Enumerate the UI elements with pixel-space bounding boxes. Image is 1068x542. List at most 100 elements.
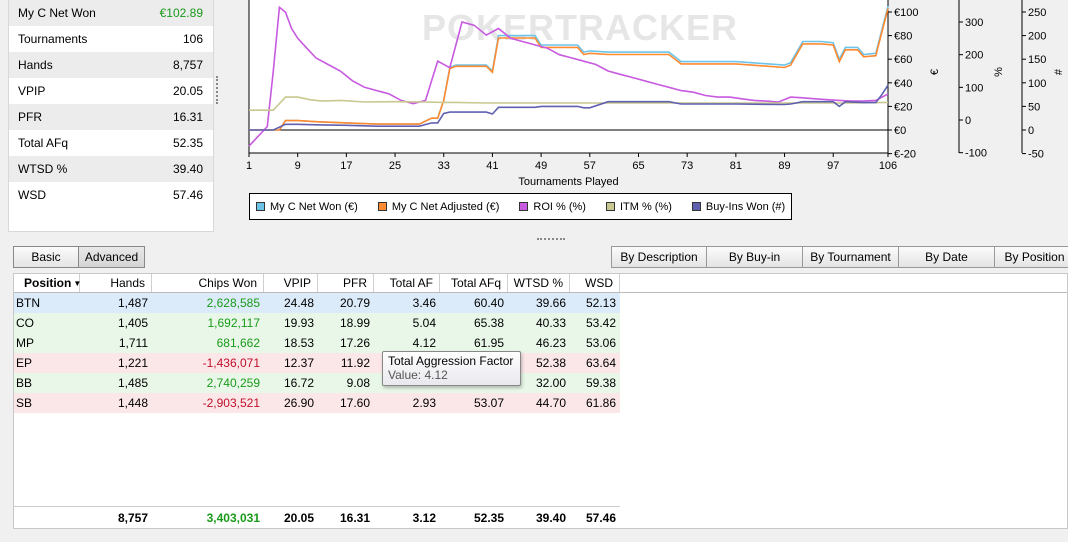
table-cell: 12.37	[283, 356, 314, 370]
total-cell: 20.05	[283, 510, 314, 525]
euro-axis-title: €	[929, 69, 941, 75]
table-cell: 1,405	[117, 316, 148, 330]
table-header: Position ▼ Hands Chips Won VPIP PFR Total AF To…	[14, 274, 1067, 293]
column-header[interactable]: Total AFq	[440, 274, 508, 292]
euro-tick-label: €40	[894, 78, 912, 90]
table-cell: 17.26	[339, 336, 370, 350]
column-header-label: Chips Won	[198, 276, 257, 290]
table-cell: 26.90	[283, 396, 314, 410]
column-header-label: WSD	[585, 276, 613, 290]
tooltip-value: Value: 4.12	[388, 368, 448, 382]
x-tick-label: 41	[486, 160, 498, 172]
pct-tick-label: 0	[965, 115, 971, 127]
x-tick-label: 17	[340, 160, 352, 172]
stat-row: Tournaments 106	[9, 26, 213, 52]
x-tick-label: 106	[879, 160, 897, 172]
stat-value: 57.46	[172, 188, 203, 202]
table-cell: 40.33	[535, 316, 566, 330]
legend-item[interactable]: ROI % (%)	[519, 201, 586, 213]
vertical-splitter-grip[interactable]	[216, 76, 218, 104]
column-header[interactable]: WSD	[570, 274, 620, 292]
euro-tick-label: €-20	[894, 149, 916, 161]
legend-swatch	[256, 202, 265, 211]
table-cell: 4.12	[412, 336, 436, 350]
summary-stats-panel: My C Net Won €102.89 Tournaments 106 Hands 8,…	[8, 0, 214, 232]
pct-tick-label: -100	[965, 148, 987, 160]
stat-value: 20.05	[172, 84, 203, 98]
table-cell: 5.04	[412, 316, 436, 330]
stat-label: My C Net Won	[18, 6, 96, 20]
pct-tick-label: 100	[965, 82, 983, 94]
legend-item[interactable]: ITM % (%)	[605, 201, 672, 213]
legend-item[interactable]: My C Net Adjusted (€)	[377, 201, 499, 213]
column-header[interactable]: Position ▼	[14, 274, 81, 292]
position-stats-table: Position ▼ Hands Chips Won VPIP PFR Total AF To…	[13, 273, 1068, 529]
graph-area: POKERTRACKER 1 9 17 25 33 41 49 57 65 73 81 89 97 106 T…	[222, 0, 1068, 232]
table-cell: 1,448	[117, 396, 148, 410]
total-cell: 3,403,031	[206, 510, 260, 525]
plot-background	[249, 0, 888, 153]
table-body: BTN 1,487 2,628,585 24.48 20.79 3.46 60.40 39.6…	[14, 293, 1067, 413]
table-cell: 20.79	[339, 296, 370, 310]
tab-by-description[interactable]: By Description	[611, 246, 707, 268]
table-cell: SB	[16, 396, 33, 410]
results-graph: POKERTRACKER 1 9 17 25 33 41 49 57 65 73 81 89 97 106 T…	[246, 0, 1065, 188]
column-header[interactable]: Hands	[80, 274, 152, 292]
column-header[interactable]: Chips Won	[152, 274, 264, 292]
horizontal-splitter[interactable]	[0, 232, 1068, 242]
x-tick-label: 65	[632, 160, 644, 172]
legend-label: ROI % (%)	[533, 200, 586, 213]
table-cell: 2,740,259	[206, 376, 260, 390]
column-header[interactable]: WTSD %	[508, 274, 570, 292]
column-header[interactable]: VPIP	[264, 274, 318, 292]
x-tick-label: 97	[827, 160, 839, 172]
tab-by-buy-in[interactable]: By Buy-in	[707, 246, 803, 268]
tab-by-position[interactable]: By Position	[995, 246, 1068, 268]
euro-tick-label: €60	[894, 54, 912, 66]
legend-swatch	[377, 202, 387, 211]
x-tick-label: 89	[778, 160, 790, 172]
stat-label: Tournaments	[18, 32, 88, 46]
legend-swatch	[605, 202, 615, 211]
graph-legend: My C Net Won (€) My C Net Adjusted (€) ROI…	[249, 193, 793, 220]
stat-value: 39.40	[172, 162, 203, 176]
basic-view-button[interactable]: Basic	[13, 246, 79, 268]
table-cell: 11.92	[340, 356, 370, 370]
table-cell: 681,662	[216, 336, 260, 350]
stat-label: WTSD %	[18, 162, 68, 176]
advanced-view-button[interactable]: Advanced	[79, 246, 145, 268]
table-row[interactable]: BTN 1,487 2,628,585 24.48 20.79 3.46 60.40 39.6…	[14, 293, 620, 313]
euro-tick-label: €100	[894, 7, 918, 19]
table-cell: 52.13	[585, 296, 616, 310]
table-cell: 3.46	[412, 296, 436, 310]
tab-by-tournament[interactable]: By Tournament	[803, 246, 899, 268]
horizontal-scrollbar[interactable]	[0, 531, 1068, 542]
table-cell: CO	[16, 316, 34, 330]
legend-item[interactable]: Buy-Ins Won (#)	[691, 200, 786, 213]
column-header[interactable]: PFR	[318, 274, 374, 292]
table-row[interactable]: MP 1,711 681,662 18.53 17.26 4.12 61.95 46.23 53…	[14, 333, 620, 353]
count-tick-label: 150	[1028, 54, 1046, 66]
stat-value: 16.31	[172, 110, 203, 124]
column-header-label: Total AFq	[450, 276, 501, 290]
stat-label: PFR	[18, 110, 42, 124]
euro-tick-label: €20	[894, 101, 912, 113]
tab-by-date[interactable]: By Date	[899, 246, 995, 268]
table-cell: 53.07	[473, 396, 504, 410]
table-row[interactable]: EP 1,221 -1,436,071 12.37 11.92 52.38 63.64	[14, 353, 620, 373]
horizontal-splitter-grip[interactable]	[537, 238, 565, 240]
total-cell: 16.31	[339, 510, 370, 525]
table-row[interactable]: SB 1,448 -2,903,521 26.90 17.60 2.93 53.07 44.7…	[14, 393, 620, 413]
legend-item[interactable]: My C Net Won (€)	[256, 201, 358, 213]
table-row[interactable]: BB 1,485 2,740,259 16.72 9.08 32.00 59.38	[14, 373, 620, 393]
table-cell: 46.23	[535, 336, 566, 350]
legend-label: Buy-Ins Won (#)	[705, 200, 786, 213]
stat-row: Hands 8,757	[9, 52, 213, 78]
table-cell: 1,692,117	[207, 316, 261, 330]
table-cell: 44.70	[535, 396, 566, 410]
column-header[interactable]: Total AF	[374, 274, 440, 292]
pct-tick-label: 300	[965, 17, 983, 29]
series-line-my-c-net-adjusted	[249, 8, 889, 131]
table-row[interactable]: CO 1,405 1,692,117 19.93 18.99 5.04 65.38 40.33…	[14, 313, 620, 333]
table-cell: 17.60	[339, 396, 370, 410]
